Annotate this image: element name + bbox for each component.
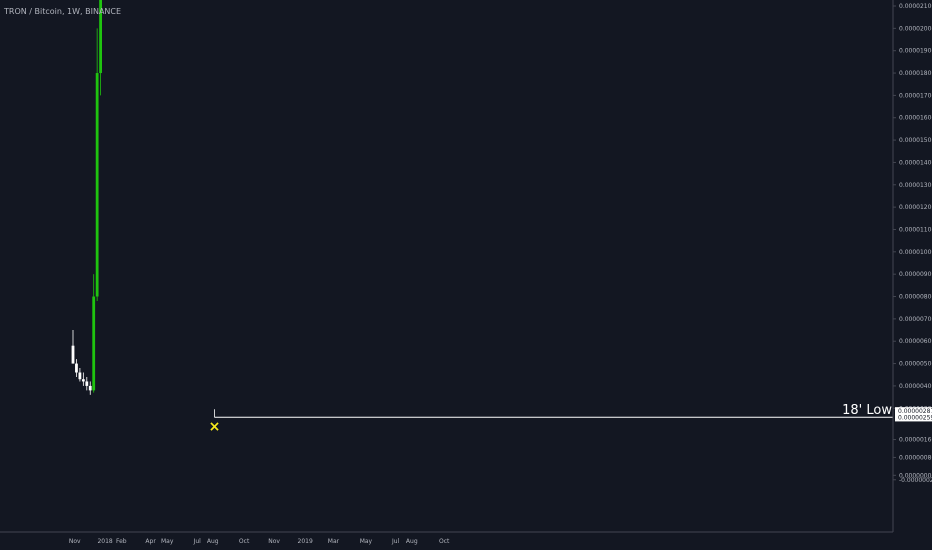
- price-tick-label: 0.00001700: [899, 92, 932, 99]
- time-tick-label: Apr: [145, 538, 156, 545]
- candle-body: [78, 372, 82, 380]
- candle-body: [75, 363, 78, 373]
- price-tick-label: 0.00001400: [899, 159, 932, 166]
- price-tick-label: 0.00002000: [899, 25, 932, 32]
- candle: [92, 274, 96, 393]
- price-tick-label: 0.00000600: [899, 338, 932, 345]
- price-tick-label: 0.00000500: [899, 361, 932, 368]
- time-tick-label: Mar: [328, 538, 340, 545]
- time-tick-label: 2018: [97, 538, 112, 545]
- price-tick-label: 0.00001600: [899, 115, 932, 122]
- candles-layer: [71, 0, 102, 395]
- price-tick-label: 0.00000700: [899, 316, 932, 323]
- time-tick-label: Jul: [391, 538, 400, 545]
- chart-title: TRON / Bitcoin, 1W, BINANCE: [3, 7, 121, 16]
- horizontal-line-layer: 18' Low: [214, 403, 893, 418]
- price-tick-label: 0.00001900: [899, 48, 932, 55]
- candle-body: [95, 73, 99, 297]
- candle: [99, 0, 102, 96]
- price-tick-label: 0.00001100: [899, 226, 932, 233]
- price-tick-label: 0.00000000: [899, 472, 932, 479]
- candle-body: [88, 385, 92, 391]
- price-tag: [895, 407, 932, 416]
- candle-body: [81, 379, 85, 382]
- candle-body: [99, 0, 102, 74]
- price-tick-label: 0.00001000: [899, 249, 932, 256]
- time-tick-label: Oct: [439, 538, 450, 545]
- candle-body: [71, 345, 75, 364]
- candle: [71, 330, 75, 364]
- candle: [88, 381, 92, 395]
- candle: [85, 376, 89, 391]
- time-tick-label: 2019: [298, 538, 313, 545]
- low-line-label: 18' Low: [842, 403, 892, 418]
- price-tick-label: 0.00000080: [899, 454, 932, 461]
- time-tick-label: Jul: [193, 538, 202, 545]
- time-tick-label: Aug: [406, 538, 418, 545]
- candle: [78, 368, 82, 382]
- price-tick-label: 0.00001500: [899, 137, 932, 144]
- price-tick-label: 0.00001300: [899, 182, 932, 189]
- price-tick-label: 0.00002100: [899, 3, 932, 10]
- price-tag-label: 0.00000287: [898, 408, 932, 415]
- time-tick-label: Aug: [207, 538, 219, 545]
- price-tick-label: 0.00001200: [899, 204, 932, 211]
- candle-body: [85, 381, 89, 386]
- candle: [81, 372, 85, 386]
- price-tick-label: 0.00000400: [899, 383, 932, 390]
- price-axis[interactable]: -0.000000200.00000000 0.00000080 0.0000016…: [892, 0, 932, 532]
- time-tick-label: Nov: [268, 538, 280, 545]
- time-tick-label: May: [161, 538, 174, 545]
- time-tick-label: Feb: [116, 538, 127, 545]
- candle-body: [92, 296, 96, 391]
- price-tick-label: 0.00000900: [899, 271, 932, 278]
- price-tag: [895, 413, 932, 422]
- marker-layer: ×: [209, 419, 221, 435]
- candle: [75, 359, 78, 377]
- time-tick-label: Nov: [69, 538, 81, 545]
- price-tick-label: 0.00000160: [899, 437, 932, 444]
- price-tick-label: 0.00001800: [899, 70, 932, 77]
- price-tick-label: 0.00000800: [899, 294, 932, 301]
- time-axis[interactable]: Nov 2018 Feb Apr May Jul Aug Oct Nov 2019 Mar May Ju…: [0, 531, 893, 545]
- candle: [95, 28, 99, 301]
- price-tag-label: 0.00000259: [898, 414, 932, 421]
- time-tick-label: May: [360, 538, 373, 545]
- time-tick-label: Oct: [239, 538, 250, 545]
- x-marker-icon: ×: [209, 419, 221, 435]
